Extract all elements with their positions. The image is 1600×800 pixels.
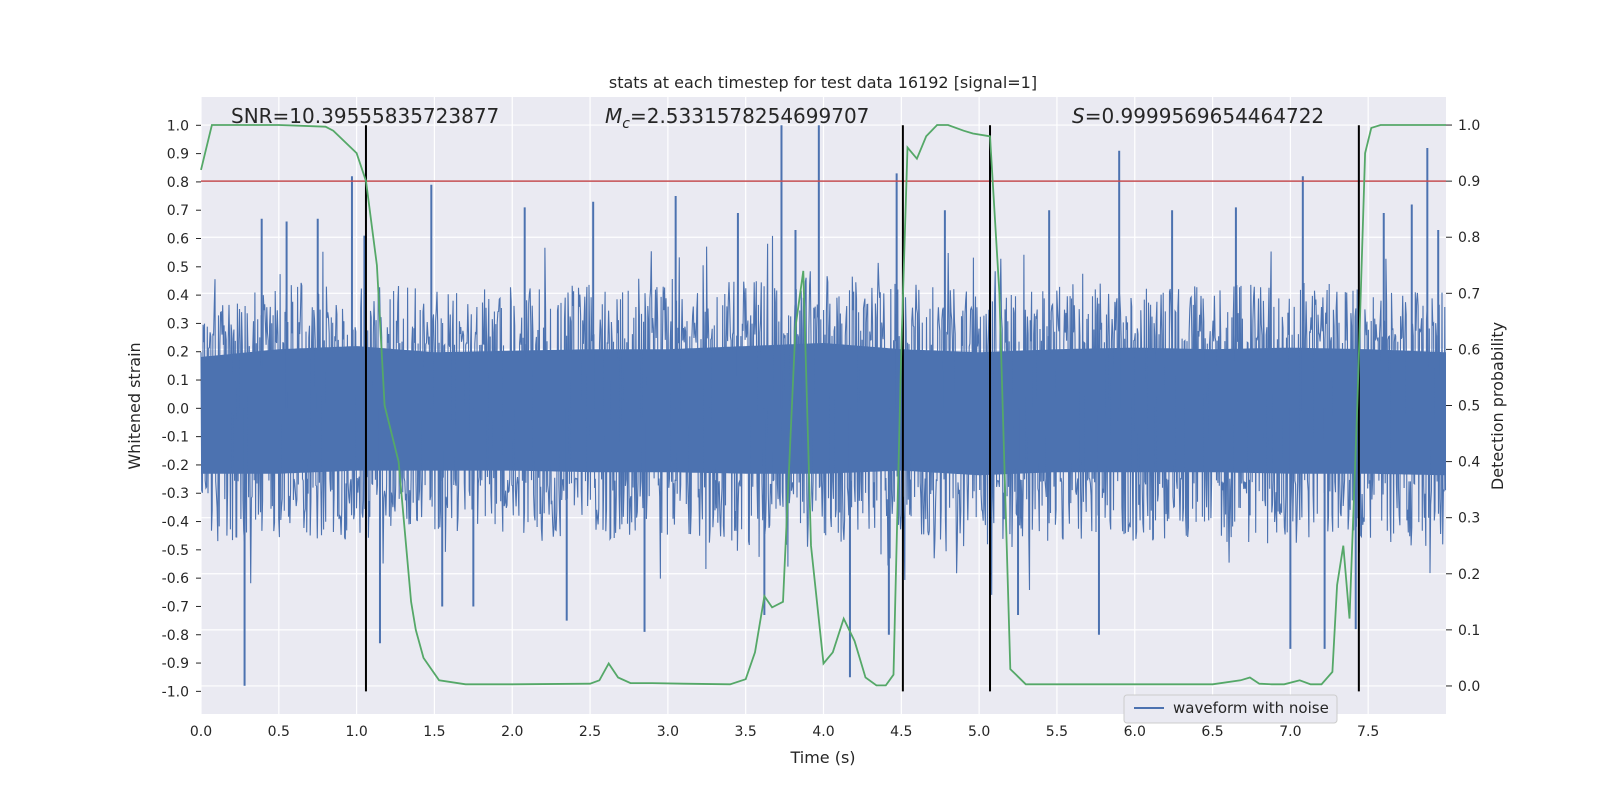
y-tick-label: 0.7 — [167, 203, 189, 219]
legend-label: waveform with noise — [1173, 699, 1329, 717]
x-axis-label: Time (s) — [789, 748, 855, 767]
y2-tick-label: 0.5 — [1458, 399, 1480, 415]
y-tick-label: -0.9 — [162, 656, 189, 672]
detection-probability-line — [200, 124, 1446, 687]
y-tick-label: -1.0 — [162, 684, 189, 700]
y-tick-label: -0.3 — [162, 486, 189, 502]
y-tick-label: 0.5 — [167, 260, 189, 276]
x-tick-label: 1.5 — [423, 724, 445, 740]
chart-title: stats at each timestep for test data 161… — [609, 73, 1037, 92]
y-tick-labels: 1.0 0.9 0.8 0.7 0.6 0.5 0.4 0.3 0.2 0.1 0.0 -0.1 -0.… — [162, 118, 201, 700]
y-tick-label: 0.4 — [167, 288, 189, 304]
y2-tick-label: 0.8 — [1458, 230, 1480, 246]
y-tick-label: 1.0 — [167, 118, 189, 134]
y-tick-label: -0.8 — [162, 628, 189, 644]
y-tick-label: 0.1 — [167, 373, 189, 389]
x-tick-label: 7.0 — [1279, 724, 1301, 740]
y2-tick-labels: 1.0 0.9 0.8 0.7 0.6 0.5 0.4 0.3 0.2 0.1 0.0 — [1446, 118, 1480, 695]
y2-tick-label: 0.2 — [1458, 567, 1480, 583]
x-tick-label: 2.5 — [579, 724, 601, 740]
chirp-mass-subscript: c — [622, 116, 630, 132]
s-symbol: S — [1072, 104, 1085, 128]
waveform-noise — [200, 235, 1447, 595]
x-tick-label: 0.0 — [190, 724, 212, 740]
y-tick-label: 0.9 — [167, 147, 189, 163]
y2-tick-label: 1.0 — [1458, 118, 1480, 134]
x-tick-label: 6.5 — [1201, 724, 1223, 740]
y-tick-label: 0.2 — [167, 345, 189, 361]
x-tick-label: 5.5 — [1046, 724, 1068, 740]
y-tick-label: 0.6 — [167, 232, 189, 248]
y2-tick-label: 0.0 — [1458, 679, 1480, 695]
x-tick-label: 3.0 — [657, 724, 679, 740]
y2-tick-label: 0.4 — [1458, 455, 1480, 471]
x-tick-label: 2.0 — [501, 724, 523, 740]
y-tick-label: 0.3 — [167, 316, 189, 332]
x-tick-labels: 0.0 0.5 1.0 1.5 2.0 2.5 3.0 3.5 4.0 4.5 5.0 5.5 6.0 6… — [190, 724, 1379, 740]
y2-tick-label: 0.3 — [1458, 511, 1480, 527]
y-axis-label: Whitened strain — [125, 342, 144, 469]
y2-axis-label: Detection probability — [1488, 322, 1507, 490]
y-tick-label: -0.1 — [162, 430, 189, 446]
y2-tick-label: 0.9 — [1458, 174, 1480, 190]
legend: waveform with noise — [1123, 694, 1338, 724]
y-tick-label: 0.0 — [167, 401, 189, 417]
y-tick-label: -0.6 — [162, 571, 189, 587]
x-tick-label: 4.0 — [812, 724, 834, 740]
chirp-mass-value: =2.5331578254699707 — [630, 104, 869, 128]
y-tick-label: -0.4 — [162, 515, 189, 531]
x-tick-label: 6.0 — [1124, 724, 1146, 740]
legend-box — [1123, 694, 1338, 724]
chirp-mass-symbol: M — [605, 104, 622, 128]
x-tick-label: 0.5 — [268, 724, 290, 740]
x-tick-label: 5.0 — [968, 724, 990, 740]
event-vertical-lines — [364, 125, 1360, 692]
x-tick-label: 4.5 — [890, 724, 912, 740]
y2-tick-label: 0.1 — [1458, 623, 1480, 639]
chirp-mass-annotation: Mc=2.5331578254699707 — [605, 104, 869, 132]
snr-annotation: SNR=10.39555835723877 — [231, 104, 499, 128]
y-tick-label: 0.8 — [167, 175, 189, 191]
y-tick-label: -0.7 — [162, 599, 189, 615]
y-tick-label: -0.5 — [162, 543, 189, 559]
x-tick-label: 7.5 — [1357, 724, 1379, 740]
x-tick-label: 3.5 — [735, 724, 757, 740]
s-value: =0.9999569654464722 — [1085, 104, 1324, 128]
y-tick-label: -0.2 — [162, 458, 189, 474]
y2-tick-label: 0.7 — [1458, 286, 1480, 302]
waveform-series — [200, 125, 1447, 686]
s-annotation: S=0.9999569654464722 — [1072, 104, 1324, 128]
x-tick-label: 1.0 — [345, 724, 367, 740]
y2-tick-label: 0.6 — [1458, 342, 1480, 358]
